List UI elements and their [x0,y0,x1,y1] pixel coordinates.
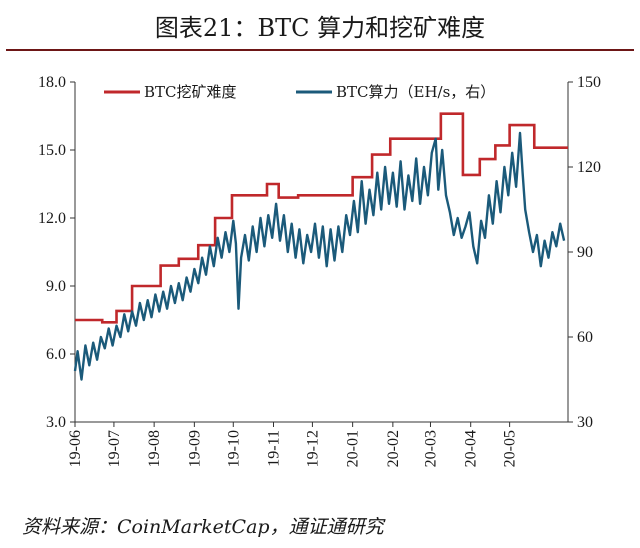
y-left-tick-label: 15.0 [38,142,66,159]
x-tick-label: 19-08 [146,430,163,467]
x-tick-label: 20-01 [345,430,362,467]
y-left-tick-label: 3.0 [46,414,66,431]
y-right-tick-label: 120 [577,159,601,176]
difficulty-series-line [75,112,568,324]
y-left-tick-label: 9.0 [46,278,66,295]
y-left-tick-label: 6.0 [46,346,66,363]
y-right-tick-label: 60 [577,329,593,346]
x-tick-label: 19-11 [265,430,282,467]
x-tick-label: 19-12 [304,430,321,467]
axes: 3.0 6.0 9.0 12.0 15.0 18.0 30 60 90 120 150 19-06 19… [38,74,601,467]
y-left-tick-label: 18.0 [38,74,66,91]
x-tick-label: 19-06 [67,430,84,467]
x-tick-label: 19-07 [106,430,123,467]
x-tick-label: 20-02 [385,430,402,467]
hashrate-series-line [73,131,566,381]
title-divider [6,49,634,51]
y-right-tick-label: 150 [577,74,601,91]
x-tick-label: 20-03 [422,430,439,467]
x-tick-label: 20-05 [502,430,519,467]
source-note: 资料来源：CoinMarketCap，通证通研究 [22,516,384,538]
legend: BTC挖矿难度 BTC算力（EH/s，右） [104,83,495,101]
x-tick-label: 19-10 [225,430,242,467]
y-right-tick-label: 90 [577,244,593,261]
chart-title: 图表21：BTC 算力和挖矿难度 [154,14,486,42]
legend-label-difficulty: BTC挖矿难度 [144,83,237,101]
y-left-tick-label: 12.0 [38,210,66,227]
x-tick-label: 20-04 [463,430,480,467]
y-right-tick-label: 30 [577,414,593,431]
x-tick-label: 19-09 [186,430,203,467]
legend-label-hashrate: BTC算力（EH/s，右） [336,83,495,101]
series-layer [73,112,568,381]
